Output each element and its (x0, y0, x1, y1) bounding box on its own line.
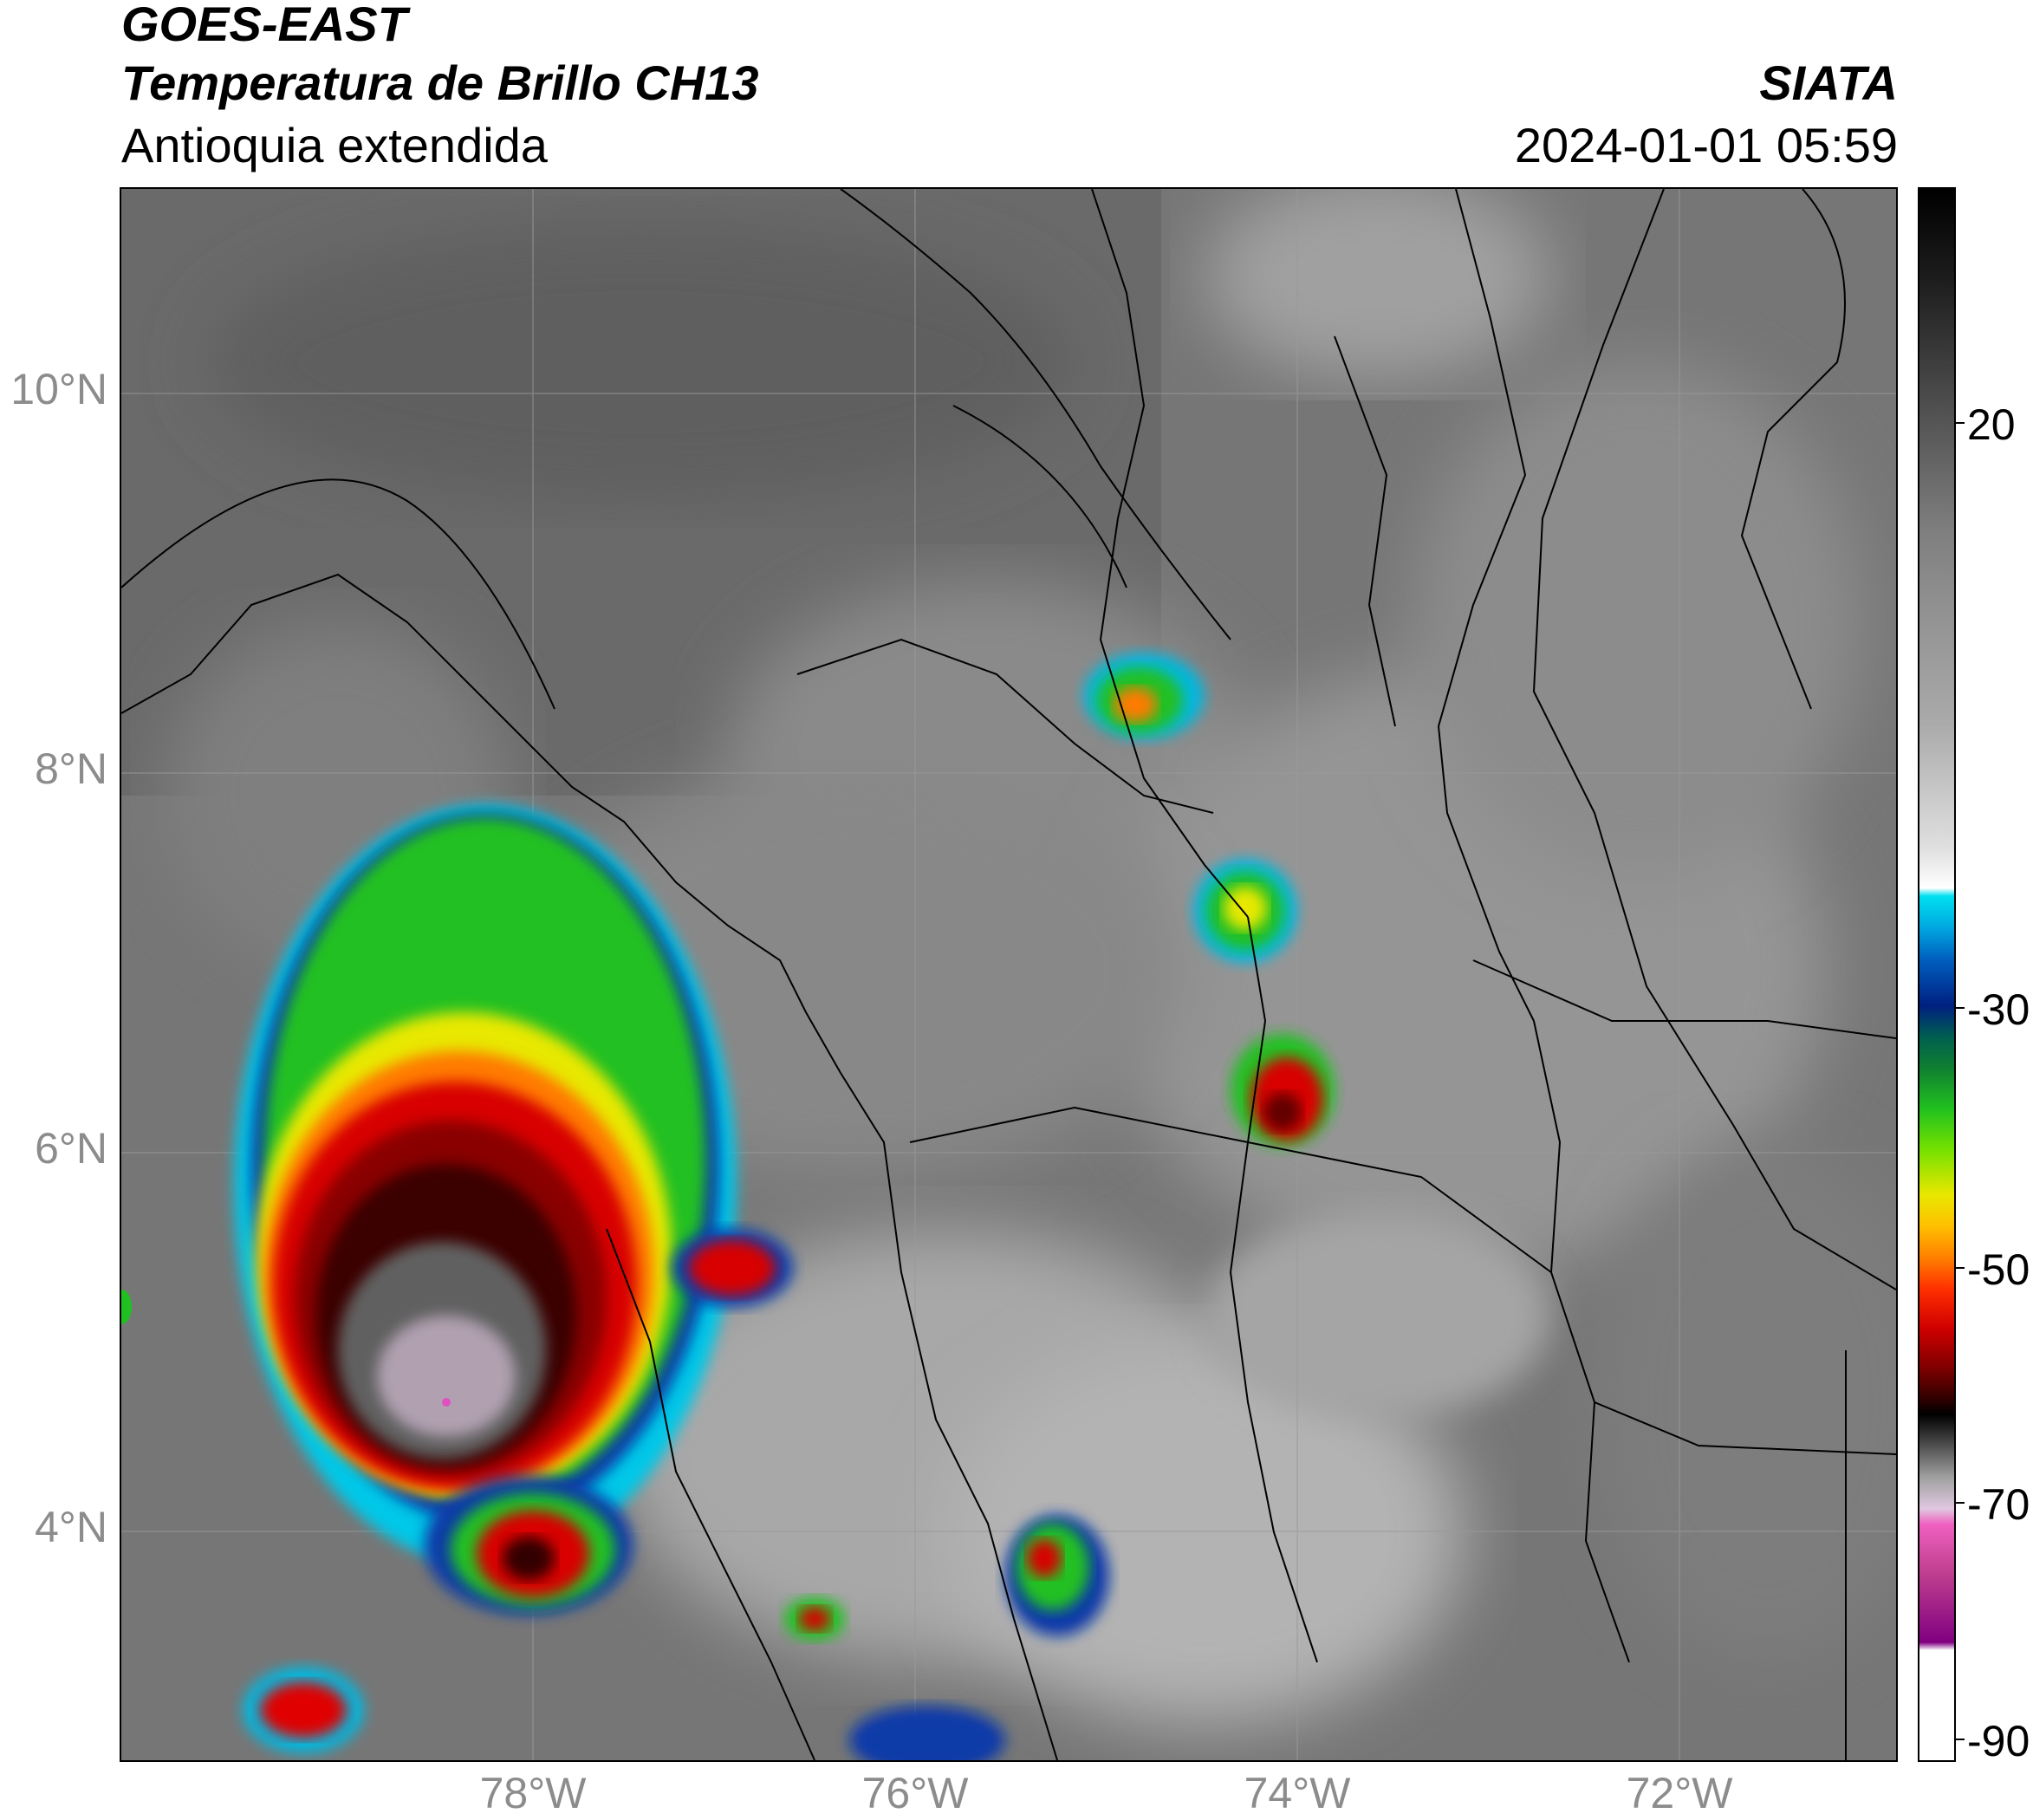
lon-tick-74w: 74°W (1244, 1769, 1351, 1817)
lon-tick-78w: 78°W (479, 1769, 587, 1817)
lat-tick-10n: 10°N (10, 365, 107, 413)
lon-tick-72w: 72°W (1626, 1769, 1733, 1817)
lat-tick-4n: 4°N (35, 1503, 107, 1551)
colorbar-label-neg50: -50 (1967, 1245, 2030, 1294)
map-canvas (121, 189, 1896, 1760)
convective-cell-north (1083, 653, 1205, 739)
convective-cell-east (672, 1229, 793, 1307)
cloud-texture (121, 189, 1896, 1760)
convective-cell-mid (1231, 1034, 1335, 1147)
satellite-map[interactable] (120, 187, 1898, 1762)
colorbar-label-20: 20 (1967, 400, 2016, 449)
boundaries (121, 189, 1896, 1760)
colorbar-label-neg70: -70 (1967, 1480, 2030, 1529)
lat-tick-8n: 8°N (35, 744, 107, 793)
lon-tick-76w: 76°W (861, 1769, 969, 1817)
colorbar-label-neg90: -90 (1967, 1717, 2030, 1765)
lat-tick-6n: 6°N (35, 1124, 107, 1173)
convective-cell-southeast (121, 1290, 1109, 1760)
colorbar-tick-mark (1956, 1007, 1965, 1009)
temperature-colorbar (1918, 187, 1956, 1762)
region-subtitle: Antioquia extendida (121, 118, 548, 172)
convective-cell-south (425, 1476, 633, 1615)
colorbar-tick-mark (1956, 1267, 1965, 1269)
product-title: Temperatura de Brillo CH13 (121, 55, 759, 110)
satellite-title: GOES-EAST (121, 0, 407, 51)
convective-cell-center (1193, 859, 1297, 963)
agency-label: SIATA (1759, 55, 1898, 110)
convective-system-main (234, 804, 737, 1567)
colorbar-label-neg30: -30 (1967, 985, 2030, 1034)
datetime-label: 2024-01-01 05:59 (1514, 118, 1898, 172)
colorbar-tick-mark (1956, 1502, 1965, 1504)
colorbar-tick-mark (1956, 422, 1965, 424)
colorbar-tick-mark (1956, 1739, 1965, 1740)
